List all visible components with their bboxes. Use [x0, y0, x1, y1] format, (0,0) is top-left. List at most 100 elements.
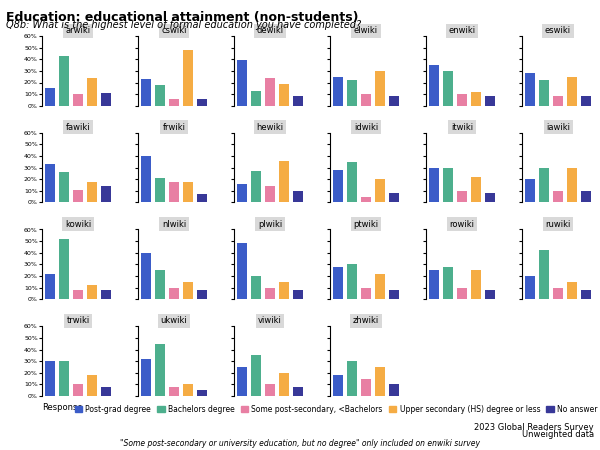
Bar	[389, 96, 398, 106]
Bar	[101, 290, 110, 299]
Bar	[169, 387, 179, 396]
Bar	[238, 243, 247, 299]
Bar	[101, 186, 110, 202]
Bar	[485, 193, 494, 202]
Bar	[87, 181, 97, 203]
Bar	[581, 290, 590, 299]
Title: plwiki: plwiki	[258, 220, 282, 229]
Bar	[539, 250, 549, 299]
Bar	[443, 167, 453, 202]
Bar	[347, 361, 357, 396]
Bar	[265, 384, 275, 396]
Title: enwiki: enwiki	[448, 26, 476, 35]
Bar	[361, 378, 371, 396]
Title: idwiki: idwiki	[354, 123, 378, 132]
Bar	[389, 384, 398, 396]
Bar	[375, 71, 385, 106]
Bar	[347, 80, 357, 106]
Title: frwiki: frwiki	[163, 123, 185, 132]
Bar	[279, 373, 289, 396]
Title: eswiki: eswiki	[545, 26, 571, 35]
Bar	[197, 99, 206, 106]
Bar	[238, 184, 247, 202]
Bar	[389, 290, 398, 299]
Title: itwiki: itwiki	[451, 123, 473, 132]
Title: fawiki: fawiki	[65, 123, 91, 132]
Bar	[347, 162, 357, 202]
Bar	[101, 93, 110, 106]
Legend: Post-grad degree, Bachelors degree, Some post-secondary, <Bachelors, Upper secon: Post-grad degree, Bachelors degree, Some…	[71, 402, 600, 417]
Bar	[73, 190, 83, 203]
Bar	[183, 181, 193, 203]
Title: hewiki: hewiki	[256, 123, 284, 132]
Bar	[485, 96, 494, 106]
Bar	[142, 359, 151, 396]
Bar	[279, 84, 289, 106]
Bar	[526, 73, 535, 106]
Title: zhwiki: zhwiki	[353, 316, 379, 325]
Bar	[553, 96, 563, 106]
Text: Education: educational attainment (non-students): Education: educational attainment (non-s…	[6, 11, 359, 24]
Bar	[361, 94, 371, 106]
Title: rowiki: rowiki	[449, 220, 475, 229]
Bar	[251, 276, 261, 299]
Title: iawiki: iawiki	[546, 123, 570, 132]
Bar	[334, 267, 343, 299]
Bar	[361, 288, 371, 299]
Bar	[567, 282, 577, 299]
Bar	[183, 384, 193, 396]
Text: 2023 Global Readers Survey: 2023 Global Readers Survey	[475, 423, 594, 432]
Bar	[169, 181, 179, 203]
Title: arwiki: arwiki	[65, 26, 91, 35]
Bar	[457, 94, 467, 106]
Bar	[142, 156, 151, 202]
Bar	[334, 76, 343, 106]
Bar	[155, 85, 165, 106]
Bar	[142, 253, 151, 299]
Bar	[238, 367, 247, 396]
Bar	[183, 282, 193, 299]
Bar	[87, 375, 97, 396]
Bar	[59, 172, 69, 202]
Bar	[142, 79, 151, 106]
Bar	[457, 288, 467, 299]
Bar	[293, 191, 302, 202]
Bar	[265, 186, 275, 202]
Bar	[197, 290, 206, 299]
Bar	[279, 161, 289, 203]
Title: trwiki: trwiki	[67, 316, 89, 325]
Title: ukwiki: ukwiki	[161, 316, 187, 325]
Bar	[101, 387, 110, 396]
Bar	[73, 290, 83, 299]
Bar	[183, 50, 193, 106]
Bar	[567, 167, 577, 202]
Bar	[46, 88, 55, 106]
Bar	[457, 191, 467, 202]
Title: viwiki: viwiki	[258, 316, 282, 325]
Bar	[73, 94, 83, 106]
Title: ruwiki: ruwiki	[545, 220, 571, 229]
Bar	[155, 344, 165, 396]
Bar	[265, 78, 275, 106]
Bar	[471, 270, 481, 299]
Bar	[539, 80, 549, 106]
Bar	[553, 191, 563, 202]
Bar	[197, 194, 206, 202]
Bar	[59, 56, 69, 106]
Text: "Some post-secondary or university education, but no degree" only included on en: "Some post-secondary or university educa…	[120, 439, 480, 448]
Bar	[293, 387, 302, 396]
Bar	[347, 265, 357, 299]
Text: Unweighted data: Unweighted data	[522, 430, 594, 439]
Bar	[46, 164, 55, 202]
Bar	[293, 290, 302, 299]
Bar	[238, 60, 247, 106]
Title: cswiki: cswiki	[161, 26, 187, 35]
Bar	[389, 193, 398, 202]
Title: elwiki: elwiki	[354, 26, 378, 35]
Bar	[526, 179, 535, 203]
Bar	[485, 290, 494, 299]
Bar	[539, 167, 549, 202]
Bar	[361, 197, 371, 202]
Bar	[169, 99, 179, 106]
Bar	[334, 375, 343, 396]
